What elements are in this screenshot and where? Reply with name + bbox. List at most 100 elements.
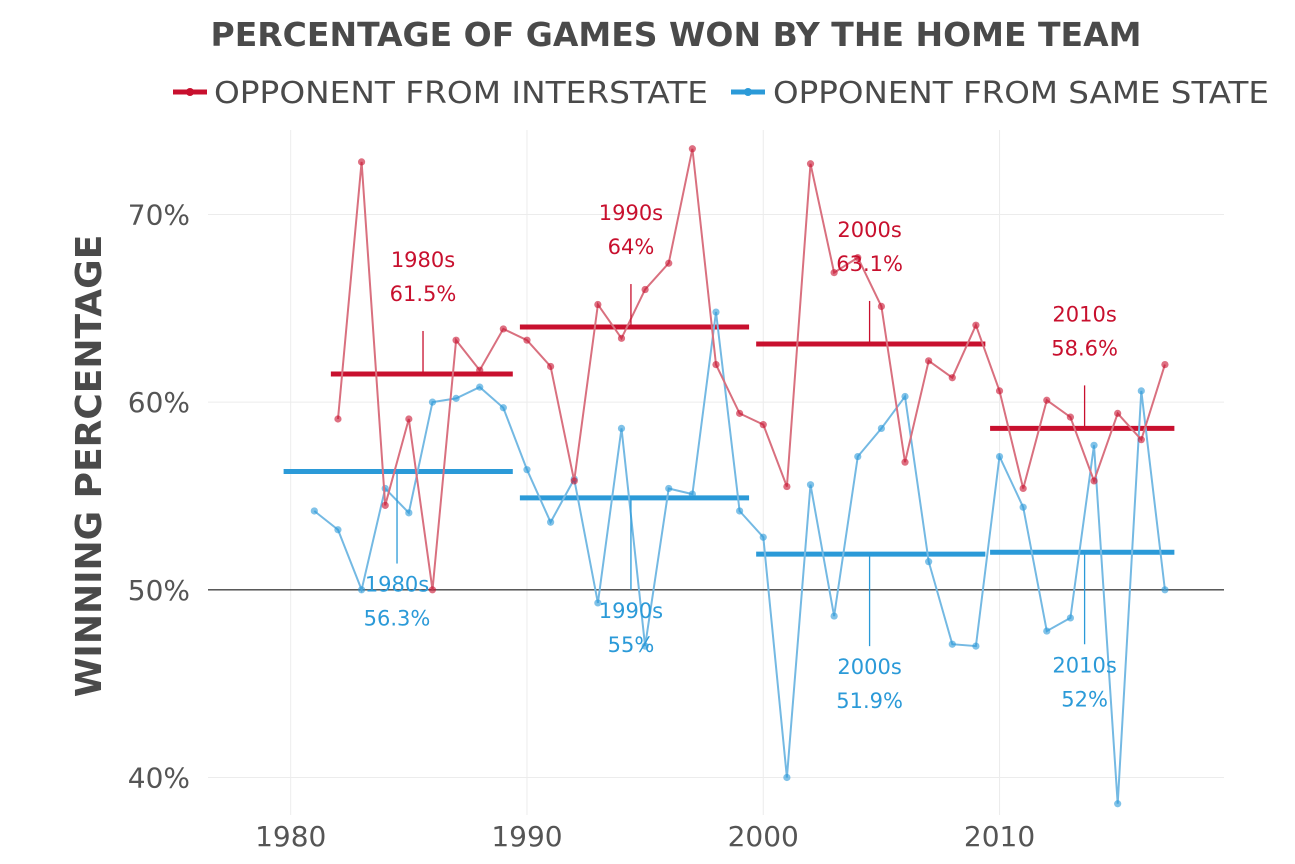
data-point: [783, 773, 791, 782]
data-point: [381, 501, 389, 509]
legend: OPPONENT FROM INTERSTATE OPPONENT FROM S…: [173, 76, 1269, 111]
legend-item-interstate: OPPONENT FROM INTERSTATE: [173, 76, 708, 111]
data-point: [357, 158, 366, 166]
y-tick-label: 60%: [128, 386, 190, 419]
data-point: [547, 518, 555, 526]
data-point: [1114, 800, 1122, 808]
data-point: [665, 484, 673, 493]
y-tick-label: 50%: [128, 574, 190, 607]
data-point: [759, 421, 767, 429]
data-point: [334, 415, 342, 423]
data-point: [1161, 586, 1169, 594]
data-point: [617, 424, 626, 432]
decade-label: 1990s: [599, 201, 663, 225]
data-point: [854, 452, 862, 461]
data-point: [1161, 360, 1169, 369]
data-point: [925, 558, 933, 566]
data-point: [830, 269, 838, 277]
data-point: [972, 321, 980, 329]
series-line-same-state: [313, 311, 1166, 804]
decade-value-label: 61.5%: [390, 282, 457, 306]
data-point: [712, 308, 720, 316]
data-point: [1114, 409, 1122, 417]
data-point: [405, 415, 413, 423]
data-point: [1019, 503, 1027, 511]
data-point: [641, 285, 649, 294]
data-point: [877, 302, 885, 311]
data-point: [334, 526, 342, 534]
data-point: [357, 586, 366, 594]
data-point: [594, 599, 602, 607]
legend-item-same-state: OPPONENT FROM SAME STATE: [731, 76, 1269, 111]
y-axis-label: WINNING PERCENTAGE: [69, 235, 110, 698]
data-point: [476, 366, 484, 374]
data-point: [830, 612, 838, 620]
decade-label: 1980s: [391, 248, 455, 272]
legend-label-interstate: OPPONENT FROM INTERSTATE: [214, 76, 708, 111]
data-point: [428, 398, 437, 406]
data-point: [1043, 627, 1051, 635]
chart-title: PERCENTAGE OF GAMES WON BY THE HOME TEAM: [211, 15, 1142, 54]
decade-label: 2010s: [1052, 653, 1116, 677]
decade-label: 1990s: [599, 599, 663, 623]
annotation-group: 1980s 61.5% 1990s 64% 2000s 63.1% 2010s 58.6% 19…: [364, 201, 1118, 713]
data-point: [310, 507, 318, 515]
data-point: [736, 507, 744, 515]
data-point: [594, 300, 602, 309]
x-tick-label: 2010: [964, 820, 1035, 853]
data-point: [901, 392, 909, 401]
axes: 1980 1990 2000 2010 40% 50% 60% 70%: [128, 198, 1035, 853]
decade-label: 2000s: [837, 655, 901, 679]
decade-value-label: 55%: [608, 633, 655, 657]
data-point: [688, 145, 696, 153]
data-point: [523, 336, 531, 344]
data-point: [1043, 396, 1051, 404]
data-point: [1066, 413, 1075, 421]
legend-marker-same-state: [744, 88, 752, 96]
data-point: [1066, 614, 1075, 622]
data-point: [428, 586, 437, 594]
decade-average-group: [283, 324, 1175, 557]
data-point: [948, 374, 956, 382]
data-point: [570, 477, 578, 485]
legend-marker-interstate: [186, 88, 194, 96]
data-point: [1090, 477, 1098, 485]
series-line-interstate: [337, 148, 1166, 590]
decade-value-label: 58.6%: [1051, 336, 1118, 360]
data-point: [854, 254, 862, 262]
data-point: [1090, 441, 1098, 449]
data-point: [476, 383, 484, 391]
data-point: [405, 509, 413, 517]
data-point: [948, 640, 956, 648]
data-point: [617, 334, 626, 342]
decade-label: 2010s: [1052, 302, 1116, 326]
data-point: [547, 362, 555, 371]
x-tick-label: 1980: [255, 820, 326, 853]
decade-value-label: 64%: [608, 235, 655, 259]
x-tick-label: 1990: [491, 820, 562, 853]
data-point: [806, 160, 815, 168]
data-point: [499, 325, 507, 333]
decade-label: 2000s: [837, 218, 901, 242]
data-point: [995, 387, 1004, 395]
data-point: [1019, 484, 1027, 493]
decade-value-label: 51.9%: [836, 689, 903, 713]
data-point: [925, 357, 933, 365]
data-point: [641, 642, 649, 650]
data-point: [499, 404, 507, 412]
data-point: [712, 360, 720, 369]
legend-label-same-state: OPPONENT FROM SAME STATE: [773, 76, 1269, 111]
decade-value-label: 63.1%: [836, 252, 903, 276]
data-point: [901, 458, 909, 466]
data-point: [995, 452, 1004, 461]
data-point: [759, 533, 767, 541]
data-point: [877, 424, 885, 432]
data-point: [1137, 436, 1145, 444]
series-group: [310, 145, 1169, 808]
x-tick-label: 2000: [728, 820, 799, 853]
data-point: [736, 409, 744, 417]
data-point: [523, 466, 531, 474]
decade-value-label: 52%: [1061, 687, 1108, 711]
y-tick-label: 40%: [128, 761, 190, 794]
